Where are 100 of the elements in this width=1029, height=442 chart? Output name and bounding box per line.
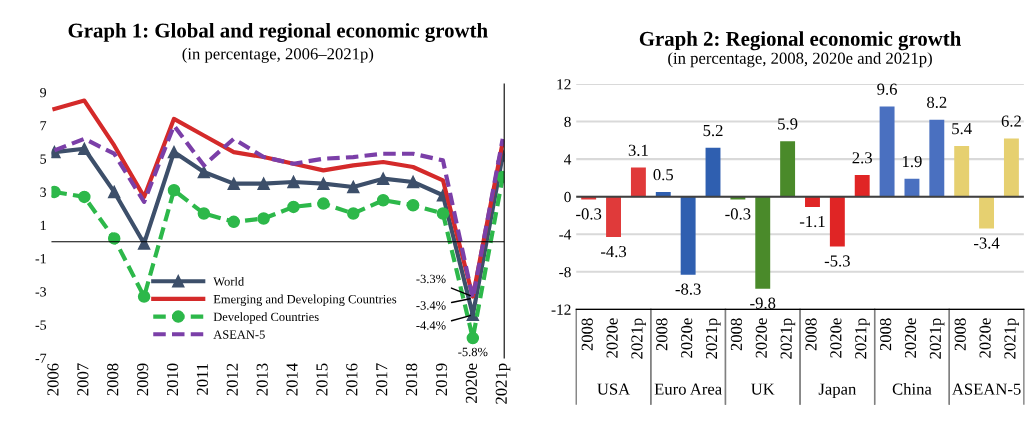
data-label: -4.3 — [600, 245, 627, 258]
y-tick-label: -7 — [35, 353, 47, 363]
bar — [630, 167, 646, 197]
x-tick-label: 2011 — [196, 363, 209, 395]
legend-label: ASEAN-5 — [213, 330, 265, 339]
bar — [854, 175, 870, 197]
point — [227, 215, 241, 229]
bar — [606, 196, 621, 238]
data-label: 9.6 — [877, 83, 897, 95]
point — [376, 172, 390, 185]
x-tick-label: 2021p — [495, 363, 511, 404]
annotation: -3.3% — [416, 274, 446, 284]
y-tick-label: -12 — [551, 304, 571, 315]
chart-subtitle: (in percentage, 2006–2021p) — [182, 47, 374, 63]
data-label: 3.1 — [628, 144, 648, 156]
legend-label: World — [213, 276, 245, 286]
y-tick-label: -4 — [559, 229, 572, 240]
x-tick-label: 2020e — [755, 318, 767, 358]
data-label: 8.2 — [927, 96, 947, 109]
text: ASEAN-5 — [952, 383, 1021, 395]
data-label: -5.3 — [824, 255, 850, 267]
x-tick-label: 2010 — [166, 363, 179, 396]
point — [78, 142, 91, 156]
y-tick-label: 1 — [40, 220, 46, 230]
point — [347, 207, 360, 220]
point — [107, 232, 121, 245]
x-tick-label: 2018 — [405, 363, 418, 396]
point — [197, 207, 211, 220]
bar — [755, 196, 771, 289]
y-tick-label: 0 — [564, 191, 571, 203]
y-tick-label: 9 — [40, 87, 47, 98]
chart-title: Graph 2: Regional economic growth — [639, 31, 961, 51]
x-tick-label: 2008 — [107, 363, 119, 396]
y-tick-label: 7 — [40, 121, 47, 131]
x-tick-label: 2021p — [855, 318, 870, 359]
x-tick-label: 2012 — [226, 363, 238, 396]
point — [376, 193, 390, 207]
y-tick-label: 3 — [40, 187, 47, 197]
x-tick-label: 2021p — [1004, 318, 1019, 359]
x-tick-label: 2008 — [581, 318, 593, 351]
data-label: 2.3 — [852, 152, 872, 164]
x-tick-label: 2021p — [631, 318, 646, 359]
x-tick-label: 2008 — [730, 318, 743, 351]
point — [406, 175, 420, 189]
point — [406, 198, 420, 212]
point — [257, 212, 270, 225]
x-tick-label: 2015 — [316, 363, 328, 396]
x-tick-label: 2014 — [286, 363, 298, 396]
y-tick-label: 5 — [40, 154, 47, 164]
x-tick-label: 2007 — [77, 363, 89, 396]
x-tick-label: 2021p — [705, 318, 721, 359]
point — [227, 177, 241, 190]
legend-label: Developed Countries — [213, 312, 319, 324]
x-tick-label: 2021p — [929, 318, 945, 359]
bar — [1003, 138, 1019, 197]
annotation: -5.8% — [458, 347, 488, 357]
data-label: -1.1 — [799, 215, 825, 228]
point — [317, 177, 330, 190]
x-tick-label: 2021p — [780, 318, 796, 359]
y-tick-label: -3 — [35, 287, 47, 297]
text: Japan — [818, 383, 857, 399]
point — [167, 145, 181, 159]
data-label: 5.2 — [703, 124, 723, 137]
point — [466, 331, 480, 345]
legend-label: Emerging and Developing Countries — [213, 294, 397, 306]
x-tick-label: 2009 — [137, 363, 149, 396]
point — [317, 197, 330, 210]
data-label: 0.5 — [653, 169, 674, 181]
text: USA — [597, 383, 631, 395]
data-label: 6.2 — [1001, 115, 1021, 127]
annotation: -4.4% — [416, 321, 446, 330]
x-tick-label: 2013 — [256, 363, 268, 396]
point — [167, 184, 181, 197]
bar — [929, 119, 945, 197]
x-tick-label: 2020e — [979, 318, 991, 358]
bar — [780, 141, 796, 197]
data-label: 5.9 — [778, 118, 798, 130]
y-tick-label: 8 — [564, 116, 571, 127]
bar — [954, 145, 970, 197]
point — [107, 185, 121, 199]
point — [287, 175, 300, 189]
point — [78, 190, 91, 204]
y-tick-label: -1 — [35, 254, 46, 264]
annotation: -3.4% — [416, 301, 446, 310]
x-tick-label: 2020e — [830, 318, 842, 358]
x-tick-label: 2020e — [465, 363, 477, 403]
data-label: -0.3 — [725, 208, 751, 220]
point — [347, 180, 360, 194]
point — [436, 207, 450, 220]
point — [257, 177, 270, 190]
bar — [705, 147, 721, 197]
bar — [680, 196, 696, 275]
data-label: -3.4 — [973, 237, 1000, 249]
x-tick-label: 2008 — [656, 318, 668, 351]
bar — [979, 196, 995, 229]
x-tick-label: 2008 — [805, 318, 817, 351]
data-label: -0.3 — [576, 208, 602, 220]
chart-title: Graph 1: Global and regional economic growth — [68, 22, 488, 42]
y-tick-label: 12 — [557, 79, 571, 90]
text: China — [892, 382, 932, 395]
